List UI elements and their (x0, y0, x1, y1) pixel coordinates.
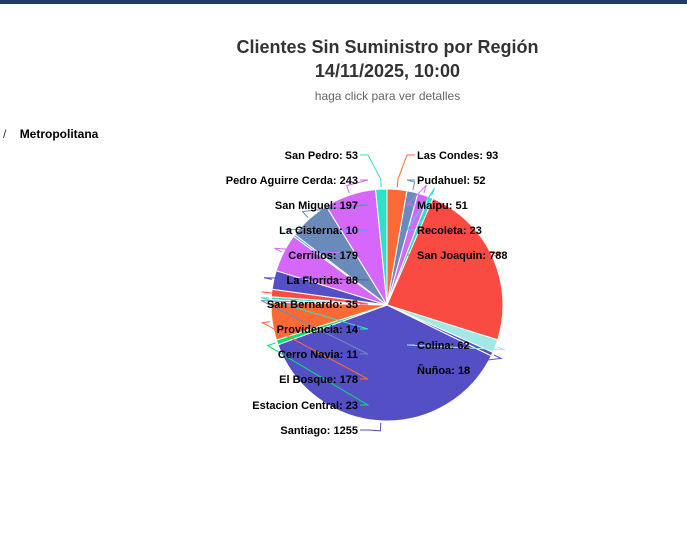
top-bar (0, 0, 687, 4)
pie-slice-san-pedro[interactable] (375, 188, 388, 306)
pie-slice-san-joaquin[interactable] (386, 197, 504, 341)
data-label-recoleta: Recoleta: 23 (417, 225, 482, 237)
label-connector-san-pedro (360, 154, 382, 188)
label-connector-pedro-aguirre-cerda (346, 179, 369, 194)
chart-title-datetime: 14/11/2025, 10:00 (314, 61, 461, 81)
label-connector-providencia (261, 297, 369, 330)
data-label-san-bernardo: San Bernardo: 35 (267, 299, 358, 311)
label-connector-las-condes (396, 154, 415, 188)
data-label-pudahuel: Pudahuel: 52 (417, 175, 485, 187)
label-connector-nunoa (406, 354, 503, 371)
data-label-colina: Colina: 62 (417, 340, 470, 352)
data-label-pedro-aguirre-cerda: Pedro Aguirre Cerda: 243 (226, 175, 358, 187)
breadcrumb-current: Metropolitana (19, 127, 99, 141)
chart-subtitle: haga click para ver detalles (314, 89, 461, 103)
data-label-estacion-central: Estacion Central: 23 (252, 400, 358, 412)
data-labels: Las Condes: 93 Pudahuel: 52 Maipu: 51 Recol… (226, 150, 508, 437)
label-connectors (260, 154, 505, 432)
data-label-santiago: Santiago: 1255 (280, 425, 358, 437)
label-connector-recoleta (406, 188, 435, 231)
data-label-la-cisterna: La Cisterna: 10 (279, 225, 358, 237)
label-connector-san-bernardo (261, 291, 369, 305)
data-label-cerrillos: Cerrillos: 179 (288, 250, 358, 262)
data-label-maipu: Maipu: 51 (417, 200, 468, 212)
label-connector-san-joaquin (406, 252, 502, 257)
label-connector-cerro-navia (260, 300, 369, 355)
label-connector-san-miguel (301, 204, 369, 218)
data-label-san-joaquin: San Joaquin: 788 (417, 250, 507, 262)
breadcrumb: / Metropolitana (3, 127, 98, 141)
pie-slices (270, 188, 504, 422)
breadcrumb-separator: / (3, 127, 7, 141)
data-label-providencia: Providencia: 14 (277, 324, 359, 336)
data-label-cerro-navia: Cerro Navia: 11 (278, 349, 358, 361)
label-connector-santiago (360, 422, 382, 432)
data-label-nunoa: Ñuñoa: 18 (417, 364, 470, 377)
label-connector-el-bosque (260, 321, 369, 380)
label-connector-cerrillos (274, 247, 369, 256)
pie-slice-santiago[interactable] (277, 304, 492, 422)
label-connector-estacion-central (266, 342, 370, 406)
data-label-la-florida: La Florida: 88 (286, 275, 358, 287)
data-label-san-miguel: San Miguel: 197 (275, 200, 358, 212)
chart-title: Clientes Sin Suministro por Región (236, 37, 539, 57)
data-label-san-pedro: San Pedro: 53 (285, 150, 358, 162)
data-label-las-condes: Las Condes: 93 (417, 150, 498, 162)
label-connector-la-florida (263, 277, 369, 281)
label-connector-maipu (405, 184, 427, 206)
label-connector-la-cisterna (284, 228, 369, 235)
label-connector-pudahuel (406, 179, 416, 191)
label-connector-colina (406, 344, 505, 351)
data-label-el-bosque: El Bosque: 178 (279, 374, 358, 386)
